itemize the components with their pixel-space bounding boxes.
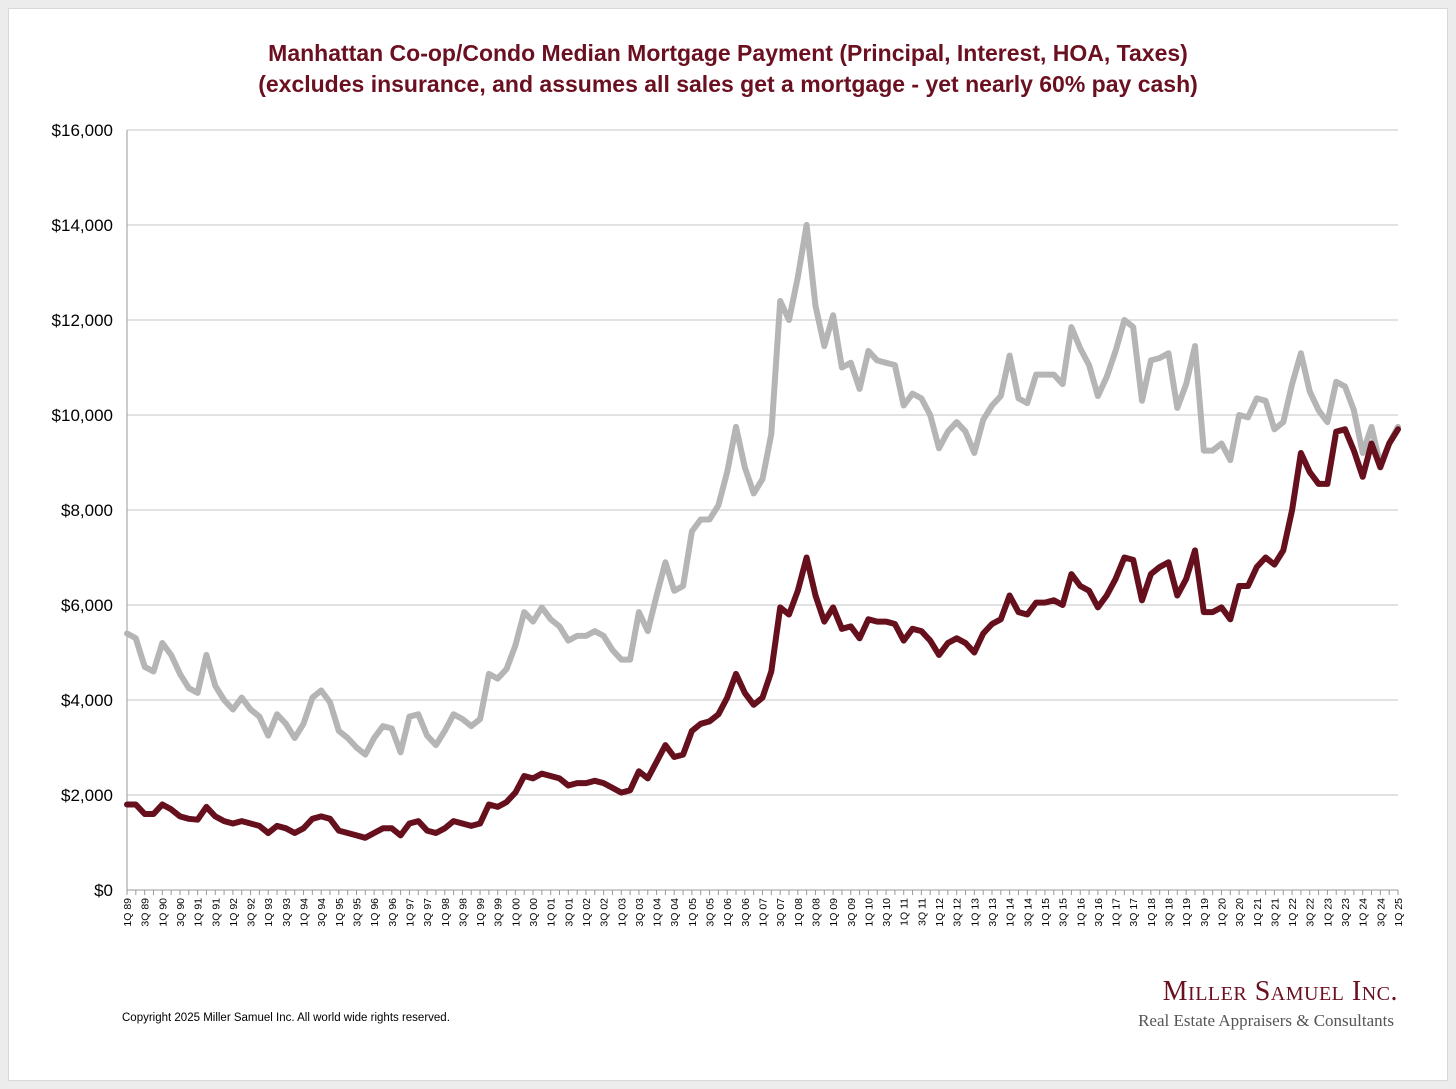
x-tick-label: 1Q 17 <box>1111 898 1123 927</box>
x-tick-label: 3Q 15 <box>1058 898 1070 927</box>
x-tick-label: 3Q 10 <box>881 898 893 927</box>
x-tick-label: 3Q 21 <box>1269 898 1281 927</box>
x-tick-label: 1Q 92 <box>228 898 240 927</box>
x-tick-label: 1Q 23 <box>1322 898 1334 927</box>
x-tick-label: 1Q 16 <box>1075 898 1087 927</box>
x-tick-label: 1Q 03 <box>616 898 628 927</box>
x-tick-label: 1Q 04 <box>652 898 664 927</box>
chart-title: Manhattan Co-op/Condo Median Mortgage Pa… <box>268 40 1188 66</box>
x-tick-label: 1Q 90 <box>157 898 169 927</box>
x-tick-label: 1Q 22 <box>1287 898 1299 927</box>
x-tick-label: 3Q 89 <box>140 898 152 927</box>
x-tick-label: 3Q 17 <box>1128 898 1140 927</box>
x-tick-label: 3Q 09 <box>846 898 858 927</box>
x-tick-label: 1Q 96 <box>369 898 381 927</box>
x-tick-label: 1Q 09 <box>828 898 840 927</box>
y-tick-label: $0 <box>94 881 113 900</box>
y-tick-label: $16,000 <box>52 121 113 140</box>
copyright-text: Copyright 2025 Miller Samuel Inc. All wo… <box>122 1012 450 1024</box>
x-tick-label: 3Q 03 <box>634 898 646 927</box>
x-tick-label: 3Q 20 <box>1234 898 1246 927</box>
x-tick-label: 3Q 11 <box>916 898 928 926</box>
x-tick-label: 1Q 15 <box>1040 898 1052 927</box>
x-tick-label: 3Q 96 <box>387 898 399 927</box>
x-tick-label: 3Q 94 <box>316 898 328 927</box>
x-tick-label: 3Q 93 <box>281 898 293 927</box>
x-tick-label: 3Q 22 <box>1305 898 1317 927</box>
x-tick-label: 1Q 19 <box>1181 898 1193 927</box>
x-tick-label: 3Q 19 <box>1199 898 1211 927</box>
x-tick-label: 3Q 91 <box>210 898 222 927</box>
x-tick-label: 3Q 16 <box>1093 898 1105 927</box>
x-tick-label: 3Q 99 <box>493 898 505 927</box>
brand-tagline: Real Estate Appraisers & Consultants <box>1138 1011 1394 1030</box>
gridlines <box>127 129 1398 796</box>
x-tick-label: 1Q 94 <box>299 898 311 927</box>
x-tick-label: 3Q 92 <box>246 898 258 927</box>
x-tick-label: 3Q 13 <box>987 898 999 927</box>
y-tick-label: $2,000 <box>61 786 113 805</box>
x-tick-label: 3Q 07 <box>775 898 787 927</box>
x-tick-label: 1Q 10 <box>863 898 875 927</box>
series-line-darkred <box>124 426 1401 841</box>
x-tick-label: 3Q 12 <box>952 898 964 927</box>
x-tick-label: 1Q 25 <box>1393 898 1405 927</box>
y-axis: $0 $2,000 $4,000 $6,000 $8,000 $10,000 $12,000… <box>52 121 128 900</box>
x-tick-label: 1Q 91 <box>193 898 205 927</box>
x-tick-label: 1Q 99 <box>475 898 487 927</box>
y-tick-label: $12,000 <box>52 311 113 330</box>
x-tick-label: 3Q 02 <box>599 898 611 927</box>
x-tick-label: 3Q 14 <box>1022 898 1034 927</box>
x-tick-label: 1Q 24 <box>1358 898 1370 927</box>
x-tick-label: 3Q 95 <box>351 898 363 927</box>
x-tick-label: 1Q 00 <box>510 898 522 927</box>
y-tick-label: $4,000 <box>61 691 113 710</box>
brand-logo-name: Miller Samuel Inc. <box>1162 976 1398 1007</box>
x-tick-label: 1Q 95 <box>334 898 346 927</box>
chart-subtitle: (excludes insurance, and assumes all sal… <box>258 71 1198 97</box>
y-tick-label: $10,000 <box>52 406 113 425</box>
x-tick-label: 1Q 98 <box>440 898 452 927</box>
series-lines <box>124 222 1401 841</box>
x-tick-label: 3Q 08 <box>810 898 822 927</box>
x-tick-label: 1Q 97 <box>404 898 416 927</box>
x-tick-label: 3Q 04 <box>669 898 681 927</box>
x-tick-label: 3Q 90 <box>175 898 187 927</box>
x-tick-label: 1Q 14 <box>1005 898 1017 927</box>
x-tick-label: 3Q 24 <box>1375 898 1387 927</box>
x-tick-label: 3Q 97 <box>422 898 434 927</box>
x-tick-label: 1Q 21 <box>1252 898 1264 927</box>
series-line-gray <box>124 222 1401 758</box>
x-tick-label: 3Q 00 <box>528 898 540 927</box>
x-tick-label: 1Q 93 <box>263 898 275 927</box>
x-tick-label: 1Q 05 <box>687 898 699 927</box>
y-tick-label: $8,000 <box>61 501 113 520</box>
x-tick-label: 3Q 06 <box>740 898 752 927</box>
x-tick-label: 1Q 89 <box>122 898 134 927</box>
x-tick-label: 1Q 02 <box>581 898 593 927</box>
x-tick-label: 3Q 23 <box>1340 898 1352 927</box>
x-tick-label: 1Q 12 <box>934 898 946 927</box>
x-tick-label: 1Q 18 <box>1146 898 1158 927</box>
x-tick-label: 1Q 06 <box>722 898 734 927</box>
y-tick-label: $14,000 <box>52 216 113 235</box>
x-tick-label: 1Q 11 <box>899 898 911 926</box>
x-tick-label: 1Q 07 <box>758 898 770 927</box>
x-tick-label: 1Q 20 <box>1216 898 1228 927</box>
x-tick-label: 3Q 01 <box>563 898 575 927</box>
y-tick-label: $6,000 <box>61 596 113 615</box>
x-tick-label: 1Q 01 <box>546 898 558 927</box>
x-axis: 1Q 89 3Q 89 1Q 90 3Q 90 1Q 91 3Q 91 1Q 92 3Q 92… <box>122 889 1405 927</box>
x-tick-label: 3Q 98 <box>457 898 469 927</box>
x-tick-label: 1Q 08 <box>793 898 805 927</box>
x-tick-label: 3Q 18 <box>1164 898 1176 927</box>
chart-frame <box>8 8 1448 1081</box>
x-tick-label: 3Q 05 <box>705 898 717 927</box>
x-tick-label: 1Q 13 <box>969 898 981 927</box>
